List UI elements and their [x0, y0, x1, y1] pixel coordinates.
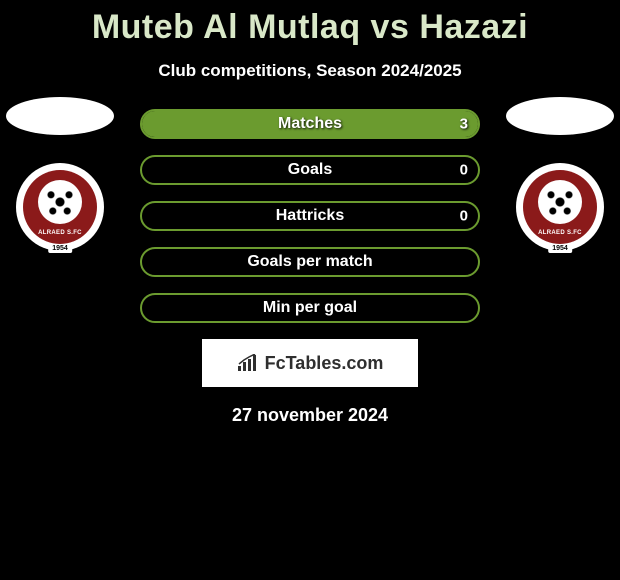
stat-label: Matches [142, 115, 478, 133]
player-right-avatar [506, 97, 614, 135]
fctables-logo: FcTables.com [202, 339, 418, 387]
page-title: Muteb Al Mutlaq vs Hazazi [0, 0, 620, 47]
stat-bar-goals: Goals 0 [140, 155, 480, 185]
club-name-left: ALRAED S.FC [38, 230, 82, 236]
stat-label: Hattricks [142, 207, 478, 225]
soccer-ball-icon [38, 180, 82, 224]
player-left-column: ALRAED S.FC 1954 [0, 97, 120, 251]
player-right-column: ALRAED S.FC 1954 [500, 97, 620, 251]
stat-label: Goals per match [142, 253, 478, 271]
stat-bars: Matches 3 Goals 0 Hattricks 0 Goals per … [140, 109, 480, 323]
subtitle: Club competitions, Season 2024/2025 [0, 61, 620, 81]
logo-text: FcTables.com [265, 353, 384, 374]
bar-chart-icon [237, 354, 259, 372]
stat-bar-hattricks: Hattricks 0 [140, 201, 480, 231]
club-year-left: 1954 [48, 244, 72, 253]
club-year-right: 1954 [548, 244, 572, 253]
stat-value-right: 3 [460, 116, 468, 133]
stat-label: Goals [142, 161, 478, 179]
soccer-ball-icon [538, 180, 582, 224]
club-badge-left: ALRAED S.FC 1954 [16, 163, 104, 251]
date-text: 27 november 2024 [0, 405, 620, 426]
stats-section: ALRAED S.FC 1954 ALRAED S.FC 1954 Matche… [0, 109, 620, 426]
player-left-avatar [6, 97, 114, 135]
stat-value-right: 0 [460, 208, 468, 225]
club-name-right: ALRAED S.FC [538, 230, 582, 236]
stat-bar-mpg: Min per goal [140, 293, 480, 323]
stat-label: Min per goal [142, 299, 478, 317]
stat-bar-matches: Matches 3 [140, 109, 480, 139]
stat-value-right: 0 [460, 162, 468, 179]
club-badge-right: ALRAED S.FC 1954 [516, 163, 604, 251]
stat-bar-gpm: Goals per match [140, 247, 480, 277]
